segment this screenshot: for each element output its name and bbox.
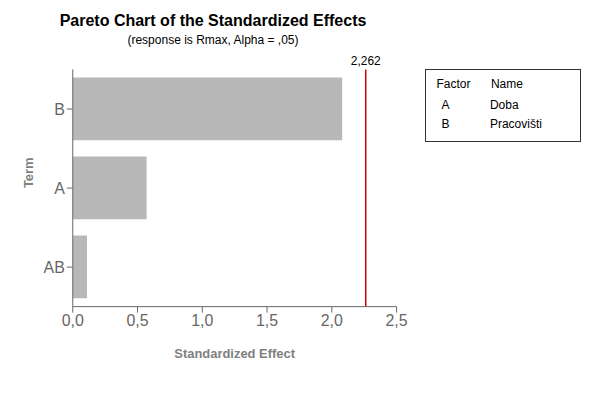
html-text:Doba: Doba: [489, 98, 519, 112]
svg-text:0,0: 0,0: [62, 312, 84, 329]
svg-text:0,5: 0,5: [126, 312, 148, 329]
html-text:Pareto Chart of the Standardiz: Pareto Chart of the Standardized Effects: [59, 12, 367, 29]
svg-text:Standardized Effect: Standardized Effect: [174, 346, 295, 361]
html-text:Factor: Factor: [436, 77, 471, 91]
svg-text:AB: AB: [44, 259, 65, 276]
html-text:(response is Rmax, Alpha = ,05: (response is Rmax, Alpha = ,05): [127, 33, 299, 47]
svg-text:2,262: 2,262: [351, 54, 381, 68]
svg-text:2,0: 2,0: [321, 312, 343, 329]
svg-text:B: B: [54, 101, 65, 118]
svg-text:2,5: 2,5: [385, 312, 407, 329]
html-text:B: B: [441, 117, 450, 131]
html-text:A: A: [441, 98, 450, 112]
html-text:Pracovišti: Pracovišti: [489, 117, 542, 131]
svg-text:A: A: [54, 180, 65, 197]
svg-text:Term: Term: [21, 157, 36, 188]
html-text:Name: Name: [490, 77, 523, 91]
svg-text:1,0: 1,0: [191, 312, 213, 329]
svg-text:1,5: 1,5: [256, 312, 278, 329]
